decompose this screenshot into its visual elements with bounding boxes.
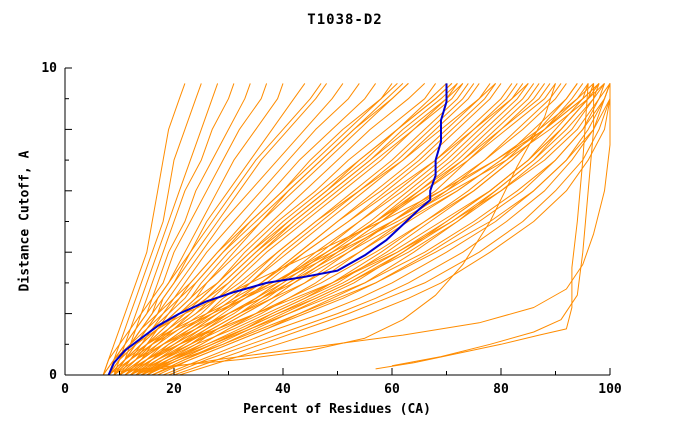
model-curve	[108, 83, 464, 376]
model-curve	[102, 83, 398, 376]
x-axis-label: Percent of Residues (CA)	[243, 402, 431, 417]
model-curve	[119, 83, 458, 376]
y-tick-label: 10	[41, 61, 57, 76]
model-curve	[179, 83, 611, 376]
model-curve	[141, 83, 562, 376]
y-tick-label: 0	[49, 368, 57, 383]
model-curve	[135, 83, 540, 376]
model-curve	[130, 83, 551, 376]
model-curve	[102, 83, 186, 376]
model-curve	[130, 83, 518, 376]
model-curve	[108, 83, 235, 376]
x-tick-label: 60	[384, 382, 400, 397]
x-tick-label: 80	[493, 382, 509, 397]
model-curve	[113, 83, 605, 376]
model-curve	[124, 83, 529, 376]
model-curve	[135, 83, 600, 376]
model-curve	[108, 83, 219, 376]
model-curve	[113, 83, 453, 376]
model-curve	[102, 83, 322, 376]
x-tick-label: 40	[275, 382, 291, 397]
model-curve	[119, 83, 409, 376]
model-curve	[135, 83, 491, 376]
model-curve	[113, 83, 268, 376]
model-curve	[119, 83, 496, 376]
model-curve	[168, 83, 611, 376]
model-curve	[102, 83, 202, 376]
model-curve	[391, 83, 595, 367]
chart-title: T1038-D2	[307, 12, 383, 28]
model-curve	[152, 83, 595, 376]
model-curve	[113, 83, 360, 376]
model-curve	[146, 83, 578, 376]
model-curve	[108, 83, 594, 376]
model-curve	[119, 83, 437, 376]
x-tick-label: 100	[598, 382, 622, 397]
model-curve	[113, 83, 458, 376]
x-tick-label: 20	[166, 382, 182, 397]
model-curve	[135, 83, 529, 376]
model-curve	[124, 83, 497, 376]
model-curve	[151, 83, 589, 376]
model-curve	[173, 83, 611, 376]
model-curve	[141, 83, 584, 376]
highlighted-curve	[107, 83, 448, 376]
model-curve	[151, 83, 605, 376]
model-curve	[119, 83, 611, 376]
x-tick-label: 0	[61, 382, 69, 397]
model-curve	[141, 83, 611, 373]
model-curve	[108, 83, 409, 376]
model-curve	[113, 83, 556, 373]
